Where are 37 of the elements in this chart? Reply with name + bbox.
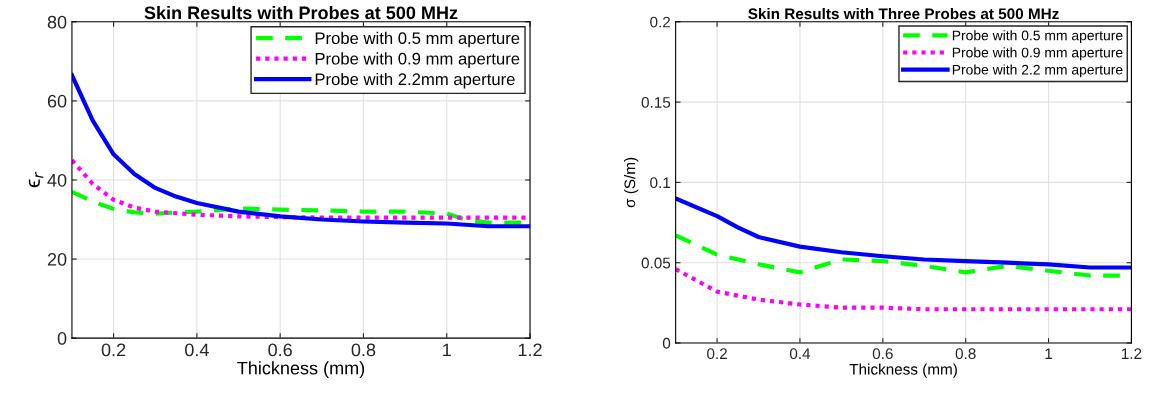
x-tick-label: 0.6 [268,343,292,357]
y-axis-title: σ (S/m) [624,157,639,208]
y-tick-label: 20 [47,253,67,266]
x-tick-label: 1.2 [518,343,542,357]
chart-title: Skin Results with Three Probes at 500 MHz [748,7,1059,20]
x-tick-label: 1 [1045,348,1053,359]
y-tick-label: 80 [47,15,67,29]
x-axis-title: Thickness (mm) [237,361,365,379]
x-tick-label: 0.6 [872,348,893,360]
x-tick-label: 0.2 [707,348,727,360]
legend-label: Probe with 0.5 mm aperture [952,30,1123,44]
x-axis-title: Thickness (mm) [849,363,957,378]
x-tick-label: 1 [443,343,451,357]
legend-label: Probe with 2.2mm aperture [315,72,515,89]
legend-label: Probe with 0.9 mm aperture [952,47,1123,61]
x-tick-label: 0.2 [101,343,126,357]
y-tick-label: 0.2 [650,16,671,28]
x-tick-label: 0.4 [185,343,209,357]
y-tick-label: 40 [47,173,67,187]
chart-title: Skin Results with Probes at 500 MHz [144,5,458,20]
line-series [675,267,1132,312]
x-tick-label: 0.8 [351,343,376,357]
line-series [71,73,531,229]
legend-label: Probe with 0.9 mm aperture [315,52,520,68]
legend-label: Probe with 2.2 mm aperture [952,64,1123,78]
x-tick-label: 0.4 [789,348,811,360]
x-tick-label: 1.2 [1121,348,1142,359]
line-series [675,196,1132,270]
legend-label: Probe with 0.5 mm aperture [315,31,520,48]
y-tick-label: 0 [662,337,671,349]
y-tick-label: 0.05 [641,257,671,269]
y-axis-title: ϵ$_{r}$ [28,171,44,188]
y-tick-label: 0 [57,332,67,345]
y-tick-label: 0.15 [641,96,671,108]
x-tick-label: 0.8 [955,348,976,360]
y-tick-label: 60 [47,94,67,108]
y-tick-label: 0.1 [650,177,671,189]
